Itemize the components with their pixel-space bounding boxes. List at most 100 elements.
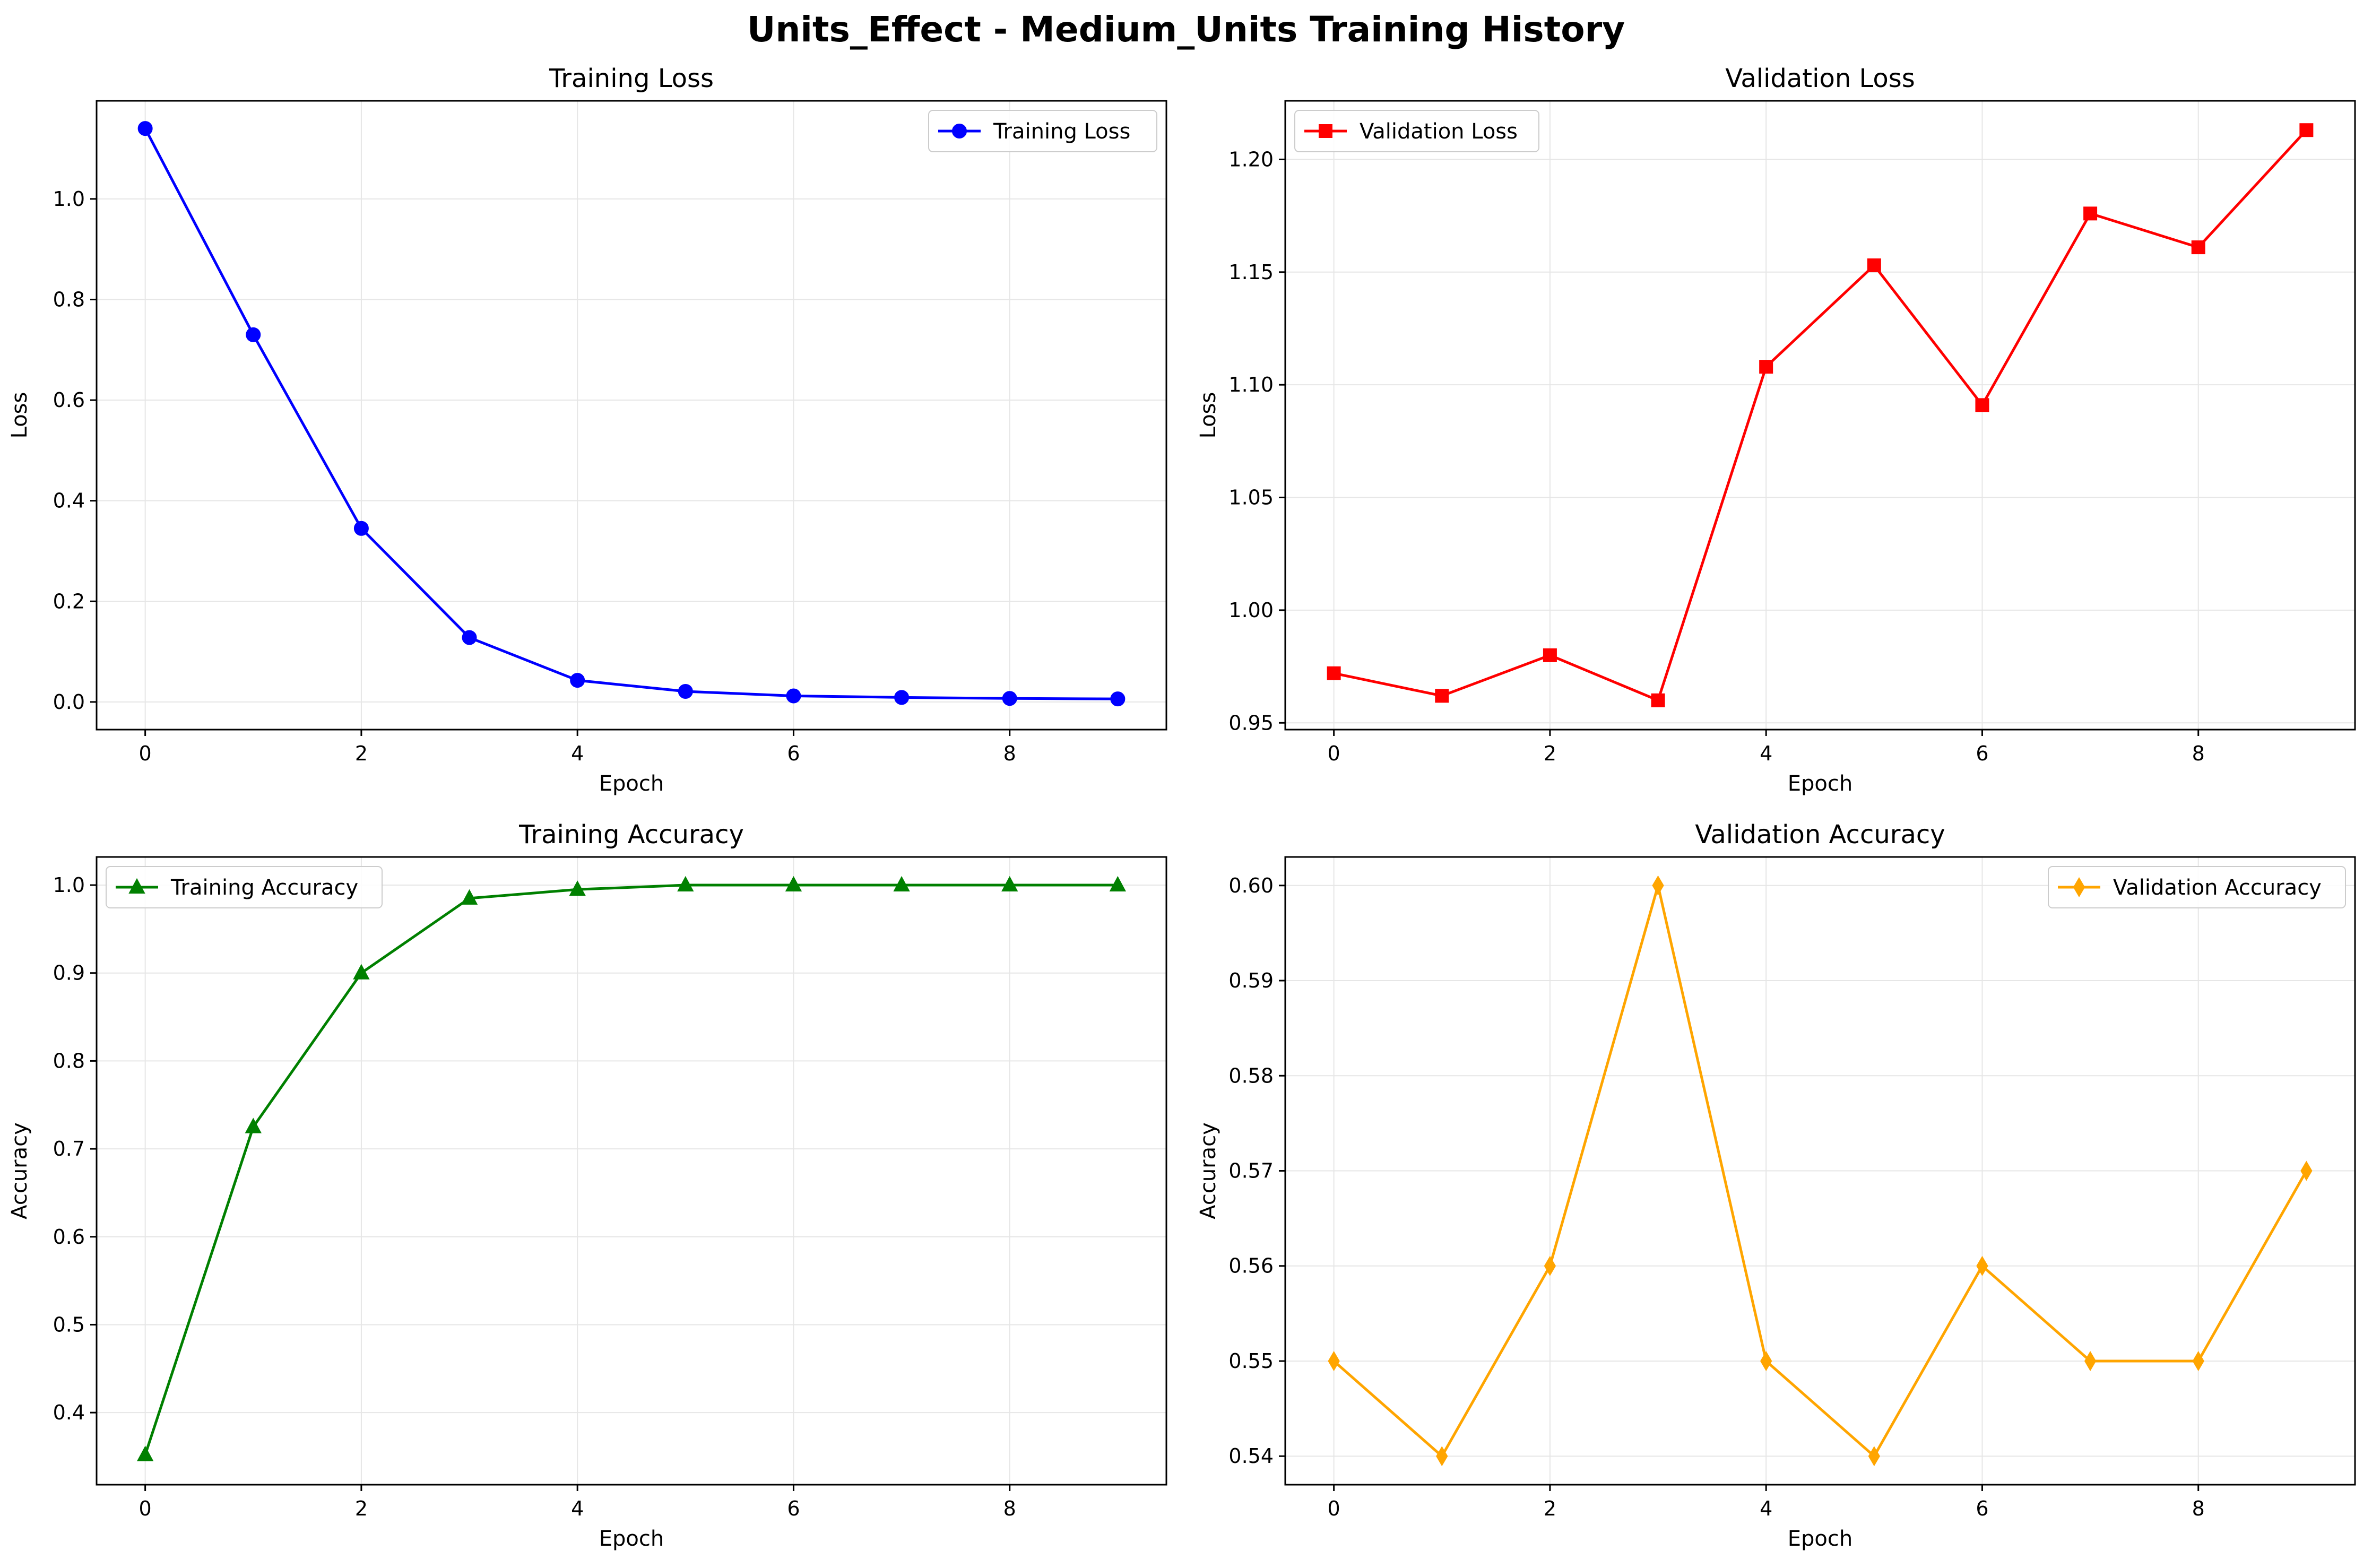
training-accuracy-x-axis-label: Epoch xyxy=(599,1527,664,1551)
training-accuracy-panel: 0 2 4 6 8 0.4 0.5 0.6 0.7 0.8 0.9 1.0 Training Accur… xyxy=(7,820,1167,1551)
legend-marker-swatch xyxy=(128,878,145,894)
y-tick-label: 0.57 xyxy=(1228,1159,1274,1183)
x-tick-label: 4 xyxy=(1760,742,1772,765)
training-loss-series-line xyxy=(144,127,1118,700)
training-accuracy-point xyxy=(677,876,694,892)
y-tick-label: 0.0 xyxy=(53,690,85,714)
validation-accuracy-point xyxy=(2192,1351,2204,1371)
x-tick-label: 0 xyxy=(1328,742,1340,765)
validation-accuracy-point xyxy=(1868,1446,1880,1467)
legend-marker-swatch xyxy=(2073,877,2085,897)
training-accuracy-point xyxy=(353,964,370,980)
validation-loss-point xyxy=(1543,648,1557,662)
legend-entry-label: Validation Loss xyxy=(1360,119,1518,144)
validation-accuracy-point xyxy=(1328,1351,1340,1371)
validation-loss-point xyxy=(1867,258,1881,273)
validation-accuracy-legend: Validation Accuracy xyxy=(2048,866,2346,908)
validation-loss-point xyxy=(1435,689,1449,703)
training-loss-point xyxy=(894,690,910,705)
validation-loss-point xyxy=(1759,360,1773,374)
legend-entry-label: Training Accuracy xyxy=(170,876,358,900)
y-tick-label: 0.6 xyxy=(53,388,85,412)
x-tick-label: 4 xyxy=(1760,1497,1772,1520)
training-loss-point xyxy=(462,630,477,645)
training-loss-point xyxy=(353,521,369,536)
y-tick-label: 0.9 xyxy=(53,961,85,985)
training-accuracy-y-axis-label: Accuracy xyxy=(7,1122,32,1219)
y-tick-label: 0.5 xyxy=(53,1313,85,1336)
x-tick-label: 2 xyxy=(355,1497,368,1520)
x-tick-label: 2 xyxy=(355,742,368,765)
training-accuracy-legend: Training Accuracy xyxy=(106,866,383,908)
training-accuracy-point xyxy=(1109,876,1127,892)
training-loss-point xyxy=(786,688,801,704)
training-accuracy-axes-frame xyxy=(96,856,1167,1486)
y-tick-label: 0.55 xyxy=(1228,1349,1274,1373)
y-tick-label: 0.95 xyxy=(1228,711,1274,734)
validation-accuracy-point xyxy=(2084,1351,2097,1371)
validation-loss-point xyxy=(2191,240,2205,255)
y-tick-label: 0.7 xyxy=(53,1137,85,1160)
validation-accuracy-series-line xyxy=(1332,884,2308,1458)
y-tick-label: 1.0 xyxy=(53,873,85,897)
legend-box xyxy=(106,866,383,908)
validation-accuracy-x-axis-label: Epoch xyxy=(1788,1527,1852,1551)
validation-loss-point xyxy=(1327,666,1341,680)
training-accuracy-point xyxy=(245,1117,262,1133)
training-accuracy-point xyxy=(785,876,802,892)
training-accuracy-series-line xyxy=(144,883,1118,1456)
training-loss-y-axis-label: Loss xyxy=(7,392,32,439)
training-accuracy-point xyxy=(1001,876,1018,892)
x-tick-label: 0 xyxy=(139,1497,152,1520)
y-tick-label: 1.0 xyxy=(53,187,85,211)
validation-loss-point xyxy=(2299,123,2314,137)
validation-accuracy-y-axis-label: Accuracy xyxy=(1196,1122,1220,1219)
validation-accuracy-point xyxy=(1436,1446,1448,1467)
legend-box xyxy=(2048,866,2346,908)
validation-accuracy-point xyxy=(1760,1351,1772,1371)
validation-loss-legend: Validation Loss xyxy=(1294,110,1539,152)
y-tick-label: 1.00 xyxy=(1228,599,1274,622)
validation-accuracy-point xyxy=(1544,1255,1556,1276)
x-tick-label: 0 xyxy=(139,742,152,765)
y-tick-label: 0.2 xyxy=(53,590,85,613)
training-loss-point xyxy=(137,121,153,136)
legend-marker-swatch xyxy=(1319,124,1332,138)
training-loss-axes-frame xyxy=(96,100,1167,731)
validation-accuracy-point xyxy=(1976,1255,1988,1276)
validation-loss-point xyxy=(1651,693,1665,707)
x-tick-label: 6 xyxy=(787,742,800,765)
x-tick-label: 8 xyxy=(2192,742,2205,765)
training-loss-point xyxy=(246,327,261,342)
training-accuracy-point xyxy=(893,876,910,892)
validation-loss-x-axis-label: Epoch xyxy=(1788,772,1852,796)
y-tick-label: 1.05 xyxy=(1228,486,1274,509)
x-tick-label: 6 xyxy=(787,1497,800,1520)
y-tick-label: 1.15 xyxy=(1228,261,1274,284)
x-tick-label: 2 xyxy=(1544,742,1556,765)
training-loss-panel: 0 2 4 6 8 0.0 0.2 0.4 0.6 0.8 1.0 Training Loss Epoc… xyxy=(7,64,1167,796)
figure-title: Units_Effect - Medium_Units Training His… xyxy=(747,9,1625,50)
x-tick-label: 4 xyxy=(571,742,584,765)
validation-loss-point xyxy=(2083,206,2098,221)
validation-loss-title: Validation Loss xyxy=(1725,64,1915,93)
validation-loss-axes-frame xyxy=(1284,100,2356,731)
y-tick-label: 0.4 xyxy=(53,489,85,513)
y-tick-label: 0.60 xyxy=(1228,874,1274,897)
validation-accuracy-title: Validation Accuracy xyxy=(1695,820,1945,850)
x-tick-label: 6 xyxy=(1976,1497,1988,1520)
training-loss-title: Training Loss xyxy=(549,64,714,93)
x-tick-label: 8 xyxy=(2192,1497,2205,1520)
training-loss-point xyxy=(1110,691,1126,707)
y-tick-label: 1.20 xyxy=(1228,148,1274,171)
x-tick-label: 2 xyxy=(1544,1497,1556,1520)
legend-box xyxy=(1294,110,1539,152)
y-tick-label: 0.8 xyxy=(53,1049,85,1072)
validation-accuracy-point xyxy=(1652,875,1664,896)
training-loss-legend: Training Loss xyxy=(928,110,1157,152)
training-loss-point xyxy=(678,683,693,699)
x-tick-label: 4 xyxy=(571,1497,584,1520)
legend-entry-label: Training Loss xyxy=(993,119,1130,144)
y-tick-label: 0.58 xyxy=(1228,1064,1274,1087)
